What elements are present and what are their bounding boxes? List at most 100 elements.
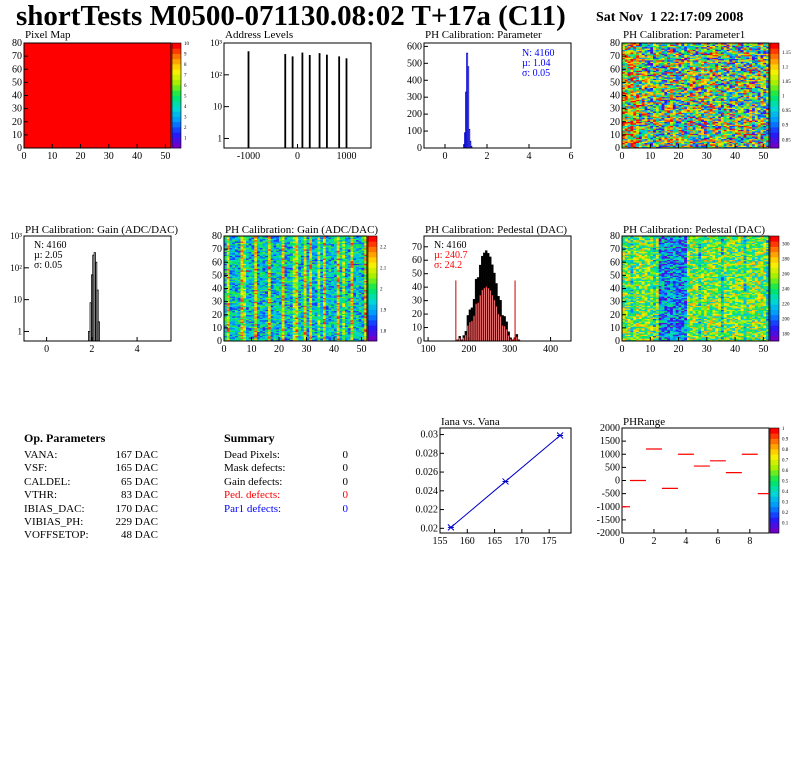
heatmap-cell [735, 67, 739, 70]
heatmap-cell [695, 96, 699, 99]
heatmap-cell [757, 130, 761, 133]
heatmap-cell [732, 70, 736, 73]
heatmap-cell [729, 70, 733, 73]
heatmap-cell [636, 81, 640, 83]
heatmap-cell [709, 70, 713, 73]
heatmap-cell [729, 91, 733, 94]
heatmap-cell [653, 48, 657, 50]
heatmap-cell [749, 117, 753, 120]
heatmap-cell [675, 66, 679, 69]
heatmap-cell [627, 127, 631, 129]
heatmap-cell [681, 54, 685, 57]
heatmap-cell [698, 117, 702, 120]
heatmap-cell [726, 108, 730, 111]
heatmap-cell [732, 123, 736, 125]
heatmap-cell [695, 130, 699, 133]
heatmap-cell [636, 128, 640, 130]
heatmap-cell [723, 83, 727, 86]
heatmap-cell [647, 141, 651, 144]
heatmap-cell [684, 66, 688, 69]
heatmap-cell [653, 94, 657, 96]
heatmap-cell [715, 129, 719, 132]
heatmap-cell [698, 129, 702, 132]
heatmap-cell [650, 62, 654, 65]
heatmap-cell [622, 81, 626, 83]
heatmap-cell [627, 60, 631, 62]
heatmap-cell [636, 45, 640, 48]
heatmap-cell [678, 64, 682, 66]
heatmap-cell [667, 140, 671, 142]
heatmap-cell [658, 103, 662, 105]
heatmap-cell [737, 129, 742, 132]
chart-title: Pixel Map [25, 29, 71, 41]
heatmap-cell [715, 96, 719, 99]
heatmap-cell [670, 116, 674, 119]
heatmap-cell [633, 99, 637, 102]
heatmap-cell [627, 142, 631, 145]
heatmap-cell [689, 95, 693, 98]
heatmap-cell [675, 127, 679, 129]
heatmap-cell [675, 99, 679, 102]
heatmap-cell [678, 90, 682, 92]
heatmap-cell [695, 49, 699, 52]
heatmap-cell [712, 142, 716, 145]
heatmap-cell [687, 62, 691, 65]
heatmap-cell [706, 60, 710, 62]
heatmap-cell [715, 113, 719, 116]
colorbar-tick-label: 0.9 [782, 124, 789, 129]
heatmap-cell [723, 48, 727, 50]
heatmap-cell [681, 138, 685, 141]
heatmap-cell [743, 90, 747, 92]
heatmap-cell [687, 98, 691, 100]
heatmap-cell [644, 146, 648, 149]
heatmap-cell [701, 48, 705, 50]
heatmap-cell [757, 48, 761, 50]
heatmap-cell [735, 140, 739, 142]
heatmap-cell [729, 81, 733, 83]
heatmap-cell [695, 121, 699, 124]
heatmap-cell [627, 102, 631, 104]
heatmap-cell [689, 73, 693, 75]
heatmap-cell [718, 75, 722, 78]
heatmap-cell [763, 121, 767, 124]
heatmap-cell [647, 57, 651, 60]
heatmap-cell [647, 73, 651, 75]
heatmap-cell [641, 141, 645, 144]
heatmap-cell [670, 96, 674, 99]
heatmap-cell [684, 109, 688, 112]
heatmap-cell [712, 136, 716, 138]
heatmap-cell [732, 77, 736, 79]
heatmap-cell [749, 60, 753, 62]
heatmap-cell [718, 138, 722, 141]
heatmap-cell [698, 67, 702, 70]
heatmap-cell [729, 129, 733, 132]
heatmap-cell [627, 46, 631, 49]
heatmap-cell [627, 45, 631, 48]
heatmap-cell [735, 130, 739, 133]
heatmap-cell [670, 44, 674, 46]
heatmap-cell [681, 74, 685, 77]
heatmap-cell [695, 138, 699, 141]
heatmap-cell [732, 109, 736, 112]
heatmap-cell [692, 64, 696, 66]
heatmap-cell [684, 133, 688, 136]
heatmap-cell [732, 104, 736, 107]
heatmap-cell [675, 87, 679, 90]
heatmap-cell [723, 44, 727, 46]
heatmap-cell [636, 90, 640, 92]
heatmap-cell [701, 129, 705, 132]
heatmap-cell [749, 100, 753, 103]
heatmap-cell [752, 140, 756, 142]
heatmap-cell [644, 140, 648, 142]
heatmap-cell [661, 87, 665, 90]
heatmap-cell [647, 90, 651, 92]
heatmap-cell [709, 104, 713, 107]
heatmap-cell [647, 140, 651, 142]
heatmap-cell [760, 57, 764, 60]
heatmap-cell [681, 123, 685, 125]
heatmap-cell [633, 90, 637, 92]
heatmap-cell [638, 88, 643, 91]
heatmap-cell [678, 120, 682, 123]
heatmap-cell [757, 88, 761, 91]
heatmap-cell [749, 69, 753, 71]
